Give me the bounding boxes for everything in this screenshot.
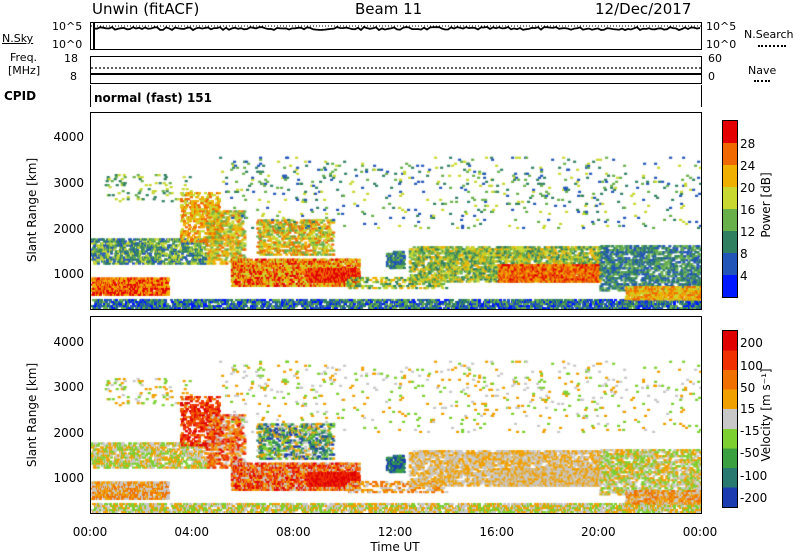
velocity-colorbar: [722, 330, 738, 508]
nave-tick-bottom: 0: [708, 70, 715, 83]
power-cbar-tick-12: 12: [740, 225, 755, 239]
nsky-tick-top: 10^5: [52, 20, 83, 33]
power-colorbar-axis: 28 24 20 16 12 8 4 Power [dB]: [740, 137, 773, 283]
nsearch-tick-bottom: 10^0: [706, 38, 737, 51]
power-ytick-1000: 1000: [53, 267, 84, 281]
cpid-value: normal (fast) 151: [94, 91, 212, 105]
nave-legend-line: [754, 80, 770, 82]
cpid-label: CPID: [4, 89, 37, 103]
freq-strip-svg: [91, 67, 701, 75]
freq-unit-label: [MHz]: [8, 64, 41, 77]
nsearch-legend-line: [758, 45, 786, 47]
power-cbar-tick-4: 4: [740, 269, 748, 283]
velocity-cbar-tick-m15: -15: [740, 424, 760, 438]
velocity-colorbar-label: Velocity [m s⁻¹]: [759, 368, 773, 461]
power-ytick-2000: 2000: [53, 222, 84, 236]
velocity-ylabel: Slant Range [km]: [25, 363, 39, 467]
time-axis: 00:00 04:00 08:00 12:00 16:00 20:00 00:0…: [73, 525, 718, 554]
nsky-strip-plot: [90, 22, 702, 50]
freq-label: Freq.: [10, 51, 38, 64]
velocity-cbar-tick-200: 200: [740, 336, 763, 350]
velocity-colorbar-axis: 200 100 50 15 -15 -50 -100 -200 Velocity…: [740, 336, 773, 505]
power-yaxis: Slant Range [km] 4000 3000 2000 1000: [25, 130, 84, 281]
beam-title: Beam 11: [355, 0, 423, 18]
velocity-cbar-tick-m100: -100: [740, 469, 767, 483]
xtick-2000: 20:00: [581, 525, 616, 539]
power-cbar-tick-24: 24: [740, 159, 755, 173]
power-cbar-tick-16: 16: [740, 203, 755, 217]
velocity-cbar-tick-m200: -200: [740, 491, 767, 505]
xtick-0800: 08:00: [276, 525, 311, 539]
station-title: Unwin (fitACF): [92, 0, 200, 18]
velocity-ytick-1000: 1000: [53, 471, 84, 485]
xtick-0000: 00:00: [73, 525, 108, 539]
xlabel: Time UT: [369, 540, 420, 554]
velocity-cbar-tick-100: 100: [740, 359, 763, 373]
power-ytick-4000: 4000: [53, 130, 84, 144]
power-ytick-3000: 3000: [53, 176, 84, 190]
nsky-label: N.Sky: [2, 32, 34, 45]
power-plot: [90, 112, 702, 310]
power-ylabel: Slant Range [km]: [25, 158, 39, 262]
xtick-2400: 00:00: [683, 525, 718, 539]
nsky-trace: [93, 25, 701, 32]
power-colorbar: [722, 120, 738, 298]
nsearch-label: N.Search: [744, 28, 794, 41]
velocity-ytick-4000: 4000: [53, 335, 84, 349]
velocity-yaxis: Slant Range [km] 4000 3000 2000 1000: [25, 335, 84, 485]
velocity-ytick-2000: 2000: [53, 426, 84, 440]
power-cbar-tick-20: 20: [740, 181, 755, 195]
freq-tick-bottom: 8: [70, 70, 77, 83]
power-cbar-tick-8: 8: [740, 247, 748, 261]
xtick-1600: 16:00: [479, 525, 514, 539]
xtick-1200: 12:00: [378, 525, 413, 539]
nsky-tick-bottom: 10^0: [52, 38, 83, 51]
velocity-cbar-tick-m50: -50: [740, 446, 760, 460]
freq-tick-top: 18: [64, 52, 78, 65]
date-title: 12/Dec/2017: [595, 0, 692, 18]
cpid-box: [90, 85, 702, 107]
velocity-cbar-tick-15: 15: [740, 402, 755, 416]
freq-strip-plot: [90, 56, 702, 84]
nsky-strip-svg: [91, 23, 701, 49]
velocity-cbar-tick-50: 50: [740, 381, 755, 395]
nsearch-tick-top: 10^5: [706, 20, 737, 33]
xtick-0400: 04:00: [174, 525, 209, 539]
nave-label: Nave: [748, 64, 777, 77]
power-heatmap: [91, 113, 701, 309]
velocity-ytick-3000: 3000: [53, 380, 84, 394]
velocity-heatmap: [91, 317, 701, 513]
power-cbar-tick-28: 28: [740, 137, 755, 151]
velocity-plot: [90, 316, 702, 514]
nave-tick-top: 60: [708, 52, 722, 65]
power-colorbar-label: Power [dB]: [759, 172, 773, 237]
